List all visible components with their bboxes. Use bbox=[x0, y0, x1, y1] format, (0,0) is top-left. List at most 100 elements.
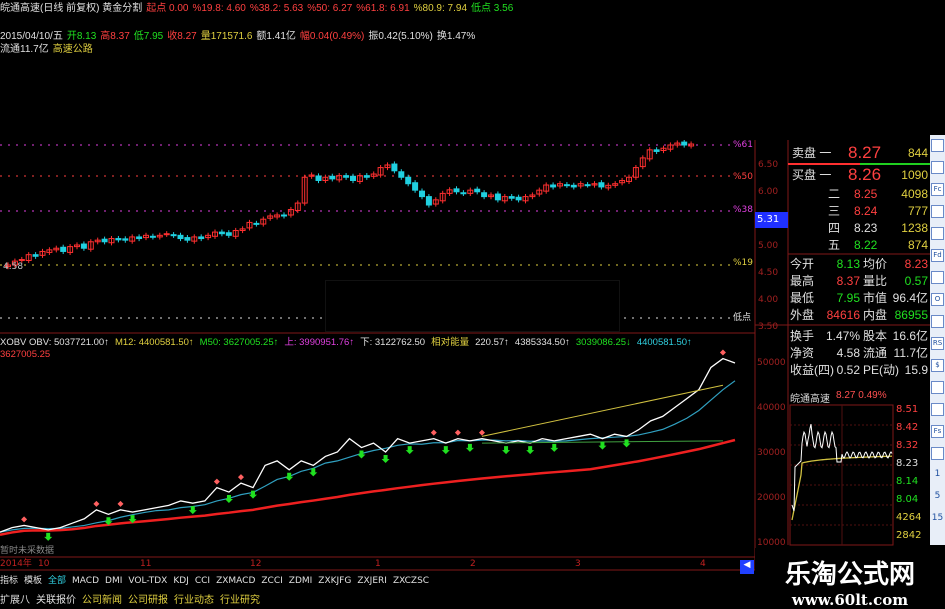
tabs-item[interactable]: ZCCI bbox=[261, 576, 283, 586]
toolbar-icon[interactable] bbox=[931, 381, 944, 394]
tabs-item[interactable]: DMI bbox=[105, 576, 123, 586]
info-links: 扩展八 关联报价 公司新闻 公司研报 行业动态 行业研究 bbox=[0, 591, 266, 606]
candle-body bbox=[329, 175, 336, 180]
candle-body bbox=[287, 209, 294, 216]
candle-body bbox=[46, 249, 53, 253]
hdr2-item: 低7.95 bbox=[133, 31, 164, 42]
toolbar-icon[interactable] bbox=[931, 447, 944, 460]
mini-title: 皖通高速 bbox=[790, 394, 830, 405]
toolbar-icon[interactable]: 1 bbox=[934, 469, 941, 479]
tabs-item[interactable]: 全部 bbox=[48, 576, 67, 586]
price-tick: 4.50 bbox=[758, 268, 779, 278]
tabs-item[interactable]: CCI bbox=[194, 576, 211, 586]
toolbar-icon[interactable] bbox=[931, 271, 944, 284]
candle-body bbox=[239, 228, 246, 231]
tabs-item[interactable]: KDJ bbox=[173, 576, 189, 586]
candle-body bbox=[301, 176, 308, 204]
legend-item: 3039086.25↓ bbox=[575, 337, 631, 348]
toolbar-icon[interactable] bbox=[931, 227, 944, 240]
tabs-item[interactable]: ZXKJFG bbox=[318, 576, 352, 586]
fib-label: %61 bbox=[733, 140, 754, 150]
peak-marker bbox=[478, 429, 485, 436]
bid-price: 8.25 bbox=[854, 187, 878, 201]
hdr1-item: %80.9: 7.94 bbox=[413, 3, 468, 14]
links-item[interactable]: 行业动态 bbox=[174, 595, 214, 606]
mini-axis-tick: 4264 bbox=[896, 512, 922, 523]
stat-value: 11.7亿 bbox=[893, 346, 928, 360]
candle-body bbox=[67, 246, 74, 253]
candle-body bbox=[184, 237, 191, 241]
peak-marker bbox=[117, 500, 124, 507]
toolbar-icon[interactable] bbox=[931, 161, 944, 174]
bid-volume: 1238 bbox=[901, 221, 928, 235]
candle-body bbox=[667, 144, 674, 150]
toolbar-icon[interactable]: $ bbox=[931, 359, 944, 372]
ask-price: 8.27 bbox=[848, 143, 882, 162]
trough-marker bbox=[357, 450, 366, 459]
no-data-label: 暂时未采数据 bbox=[0, 546, 55, 556]
fib-label: %50 bbox=[733, 172, 754, 182]
candle-body bbox=[336, 175, 343, 181]
toolbar-icon[interactable]: 15 bbox=[931, 513, 944, 523]
stat-value: 0.57 bbox=[904, 274, 928, 288]
links-item[interactable]: 行业研究 bbox=[220, 595, 260, 606]
tabs-item[interactable]: MACD bbox=[72, 576, 100, 586]
hdr1-item: %50: 6.27 bbox=[307, 3, 353, 14]
toolbar-icon[interactable]: Fc bbox=[931, 183, 944, 196]
tabs-item[interactable]: ZXJERI bbox=[357, 576, 387, 586]
candle-body bbox=[453, 188, 460, 193]
trough-marker bbox=[526, 446, 535, 455]
price-tick: 3.50 bbox=[758, 322, 779, 332]
toolbar-icon[interactable] bbox=[931, 315, 944, 328]
quote-row: 今开 8.13 均价 8.23 bbox=[788, 256, 930, 273]
toolbar-icon[interactable] bbox=[931, 139, 944, 152]
links-item[interactable]: 公司新闻 bbox=[82, 595, 122, 606]
candle-body bbox=[653, 149, 660, 152]
candle-body bbox=[198, 236, 205, 240]
peak-marker bbox=[430, 429, 437, 436]
hdr1-item: %38.2: 5.63 bbox=[249, 3, 304, 14]
toolbar-icon[interactable] bbox=[931, 205, 944, 218]
bid-price: 8.24 bbox=[854, 204, 878, 218]
candle-body bbox=[660, 147, 667, 151]
candle-body bbox=[598, 182, 605, 188]
trough-marker bbox=[502, 446, 511, 455]
candle-body bbox=[356, 175, 363, 182]
tabs-item[interactable]: 指标 bbox=[0, 576, 19, 586]
candle-body bbox=[384, 164, 391, 169]
tabs-item[interactable]: ZDMI bbox=[288, 576, 313, 586]
peak-marker bbox=[237, 474, 244, 481]
brand-title: 乐淘公式网 bbox=[784, 560, 915, 590]
tabs-item[interactable]: ZXCZSC bbox=[392, 576, 430, 586]
tabs-item[interactable]: 模板 bbox=[24, 576, 43, 586]
links-item[interactable]: 扩展八 bbox=[0, 595, 30, 606]
trough-marker bbox=[44, 532, 53, 541]
stat-value: 8.23 bbox=[904, 257, 928, 271]
candle-body bbox=[577, 183, 584, 187]
links-item[interactable]: 关联报价 bbox=[36, 595, 76, 606]
toolbar-icon[interactable]: Fs bbox=[931, 425, 944, 438]
toolbar-icon[interactable]: O bbox=[931, 293, 944, 306]
links-item[interactable]: 公司研报 bbox=[128, 595, 168, 606]
candle-body bbox=[232, 229, 239, 237]
candle-body bbox=[80, 243, 87, 249]
obv-tick: 40000 bbox=[757, 403, 786, 413]
tabs-item[interactable]: VOL-TDX bbox=[128, 576, 168, 586]
toolbar-icon[interactable]: 5 bbox=[934, 491, 941, 501]
toolbar-icon[interactable]: RS bbox=[931, 337, 944, 350]
toolbar-icon[interactable]: Fd bbox=[931, 249, 944, 262]
tabs-item[interactable]: ZXMACD bbox=[216, 576, 256, 586]
hdr2-item: 额1.41亿 bbox=[256, 31, 296, 42]
scroll-right-button[interactable]: ◀ bbox=[740, 560, 754, 574]
quote-row: 三 8.24 777 bbox=[788, 203, 930, 219]
masked-area bbox=[325, 280, 620, 332]
peak-marker bbox=[719, 349, 726, 356]
toolbar-icon[interactable] bbox=[931, 403, 944, 416]
mini-axis-tick: 8.14 bbox=[896, 476, 919, 487]
candle-body bbox=[674, 142, 681, 146]
candle-body bbox=[488, 194, 494, 198]
legend-item: 220.57↑ bbox=[475, 337, 509, 348]
candle-body bbox=[612, 183, 619, 186]
trough-marker bbox=[381, 455, 390, 463]
